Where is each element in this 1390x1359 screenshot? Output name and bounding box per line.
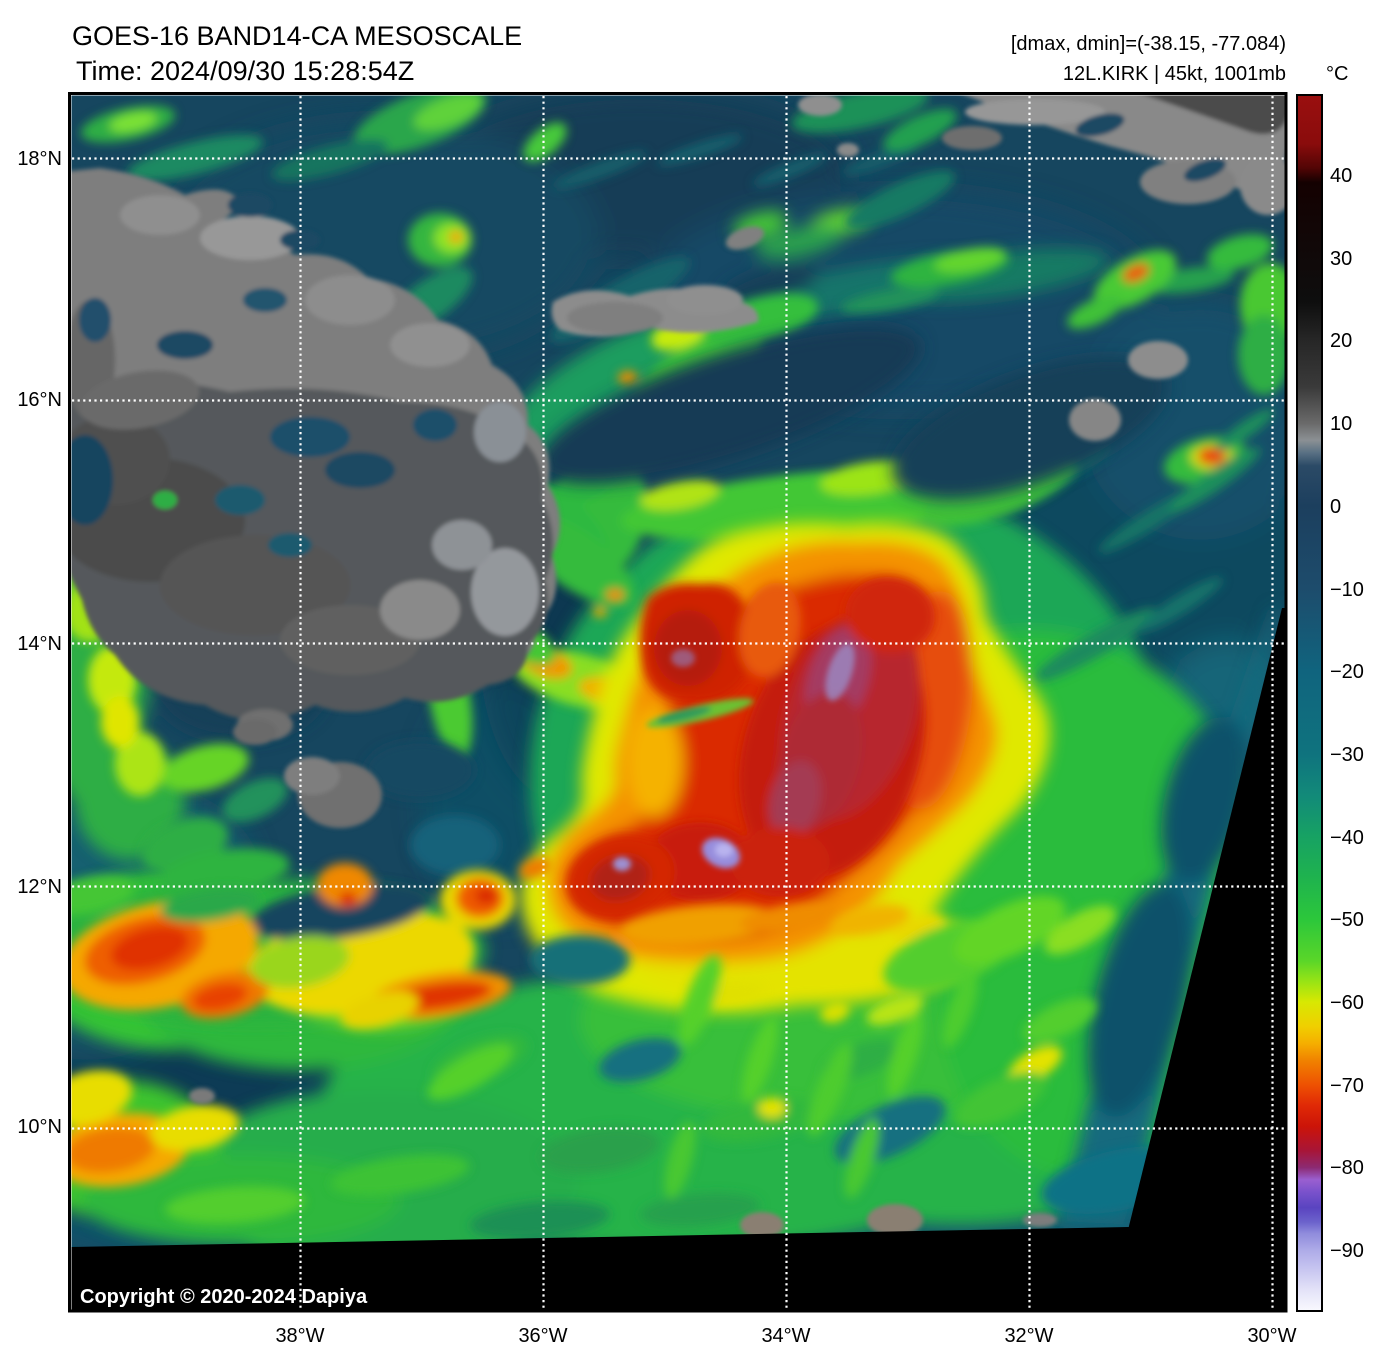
svg-text:12L.KIRK | 45kt, 1001mb: 12L.KIRK | 45kt, 1001mb — [1063, 63, 1286, 85]
svg-text:34°W: 34°W — [761, 1325, 810, 1347]
svg-text:36°W: 36°W — [518, 1325, 567, 1347]
svg-text:−50: −50 — [1330, 909, 1364, 931]
svg-text:−80: −80 — [1330, 1157, 1364, 1179]
svg-text:−30: −30 — [1330, 744, 1364, 766]
svg-text:12°N: 12°N — [17, 876, 62, 898]
svg-text:10°N: 10°N — [17, 1116, 62, 1138]
svg-text:°C: °C — [1326, 63, 1348, 85]
svg-text:−90: −90 — [1330, 1240, 1364, 1262]
svg-text:14°N: 14°N — [17, 633, 62, 655]
svg-text:−40: −40 — [1330, 827, 1364, 849]
svg-text:18°N: 18°N — [17, 148, 62, 170]
svg-text:−60: −60 — [1330, 992, 1364, 1014]
svg-text:20: 20 — [1330, 330, 1352, 352]
svg-text:38°W: 38°W — [275, 1325, 324, 1347]
svg-text:30: 30 — [1330, 248, 1352, 270]
svg-text:32°W: 32°W — [1004, 1325, 1053, 1347]
svg-text:0: 0 — [1330, 496, 1341, 518]
svg-text:10: 10 — [1330, 413, 1352, 435]
svg-text:30°W: 30°W — [1247, 1325, 1296, 1347]
svg-text:−70: −70 — [1330, 1075, 1364, 1097]
svg-text:16°N: 16°N — [17, 389, 62, 411]
svg-text:−10: −10 — [1330, 579, 1364, 601]
svg-text:40: 40 — [1330, 165, 1352, 187]
svg-text:[dmax, dmin]=(-38.15, -77.084): [dmax, dmin]=(-38.15, -77.084) — [1011, 33, 1286, 55]
svg-text:Copyright © 2020-2024 Dapiya: Copyright © 2020-2024 Dapiya — [80, 1286, 368, 1308]
svg-text:GOES-16 BAND14-CA MESOSCALE: GOES-16 BAND14-CA MESOSCALE — [72, 21, 522, 51]
svg-text:−20: −20 — [1330, 661, 1364, 683]
svg-text:Time: 2024/09/30 15:28:54Z: Time: 2024/09/30 15:28:54Z — [76, 56, 414, 86]
